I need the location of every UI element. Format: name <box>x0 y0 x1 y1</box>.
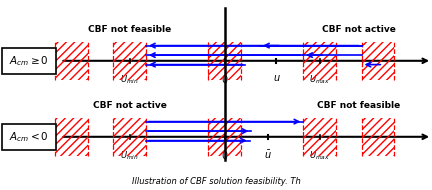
FancyBboxPatch shape <box>2 48 56 74</box>
Text: CBF not feasible: CBF not feasible <box>317 101 400 110</box>
Bar <box>113 118 146 156</box>
Text: CBF not active: CBF not active <box>92 101 167 110</box>
Bar <box>303 118 336 156</box>
Bar <box>362 42 394 80</box>
Bar <box>303 42 336 80</box>
Bar <box>55 42 88 80</box>
Bar <box>362 118 394 156</box>
Text: $U_{max}$: $U_{max}$ <box>309 73 330 86</box>
Text: $U_{min}$: $U_{min}$ <box>120 149 139 162</box>
FancyBboxPatch shape <box>2 124 56 150</box>
Text: $A_{cm} \geq 0$: $A_{cm} \geq 0$ <box>10 54 49 68</box>
Text: $0$: $0$ <box>221 73 229 85</box>
Bar <box>113 42 146 80</box>
Text: CBF not active: CBF not active <box>321 25 396 34</box>
Text: $\bar{u}$: $\bar{u}$ <box>264 149 272 161</box>
Text: $0$: $0$ <box>221 149 229 161</box>
Bar <box>208 118 241 156</box>
Text: Illustration of CBF solution feasibility. Th: Illustration of CBF solution feasibility… <box>132 177 300 186</box>
Text: $U_{min}$: $U_{min}$ <box>120 73 139 86</box>
Bar <box>208 42 241 80</box>
Text: $U_{max}$: $U_{max}$ <box>309 149 330 162</box>
Text: CBF not feasible: CBF not feasible <box>88 25 171 34</box>
Text: $u$: $u$ <box>273 73 280 83</box>
Bar <box>55 118 88 156</box>
Text: $A_{cm} < 0$: $A_{cm} < 0$ <box>10 130 49 144</box>
